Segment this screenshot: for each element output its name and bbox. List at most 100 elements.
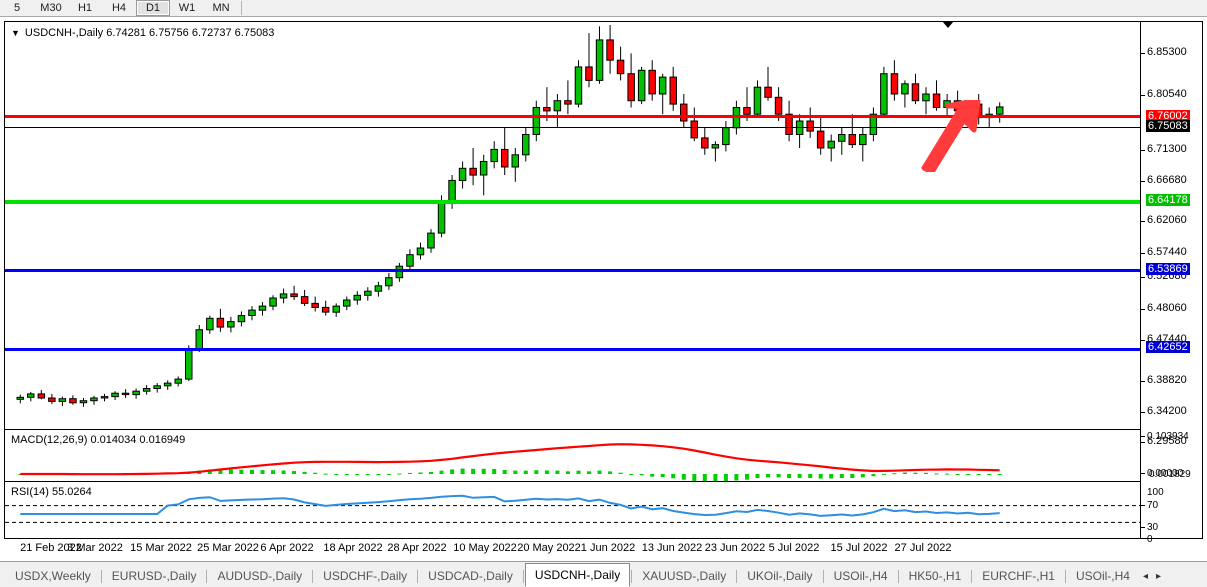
pane-divider-macd-rsi: [5, 481, 1140, 482]
date-axis-label: 27 Jul 2022: [894, 542, 952, 554]
date-axis[interactable]: 21 Feb 2022 3 Mar 2022 15 Mar 2022 25 Mar 2…: [4, 540, 1203, 560]
chart-tab-hk50-h1[interactable]: HK50-,H1: [908, 569, 962, 583]
level-line-blue-1[interactable]: [5, 269, 1140, 272]
price-tick: [1141, 340, 1145, 341]
timeframe-button-h4[interactable]: H4: [111, 2, 127, 14]
chart-tab-eurchf-h1[interactable]: EURCHF-,H1: [982, 569, 1055, 583]
price-tick-label: 6.62060: [1147, 214, 1187, 226]
last-price-tag[interactable]: 6.75083: [1146, 120, 1190, 132]
chart-tab-usoil-h4[interactable]: USOil-,H4: [1075, 569, 1130, 583]
date-axis-label: 15 Mar 2022: [130, 542, 192, 554]
tab-divider: [100, 570, 102, 583]
macd-scale-label-signal: 0.001829: [1149, 469, 1191, 480]
date-axis-label: 25 Mar 2022: [197, 542, 259, 554]
resistance-price-tag[interactable]: 6.76002: [1146, 110, 1190, 122]
chart-legend-text: USDCNH-,Daily 6.74281 6.75756 6.72737 6.…: [24, 27, 275, 39]
tab-divider: [631, 570, 633, 583]
chart-tab-usdcnh-daily[interactable]: USDCNH-,Daily: [524, 563, 631, 587]
date-axis-label: 1 Jun 2022: [580, 542, 636, 554]
macd-series: [18, 443, 1002, 482]
price-tick: [1141, 253, 1145, 254]
date-axis-label: 5 Jul 2022: [768, 542, 820, 554]
price-tick-label: 6.66680: [1147, 174, 1187, 186]
chevron-down-icon[interactable]: ▼: [11, 28, 20, 38]
price-scale[interactable]: 0.103934 0.00000 0.001829 100 70 30 0 6.…: [1141, 22, 1202, 545]
date-axis-label: 20 May 2022: [517, 542, 581, 554]
timeframe-button-d1[interactable]: D1: [136, 0, 170, 16]
pane-gap-1: [5, 430, 1140, 431]
chart-tab-xauusd-daily[interactable]: XAUUSD-,Daily: [642, 569, 727, 583]
price-tick: [1141, 53, 1145, 54]
support-line-green[interactable]: [5, 200, 1140, 204]
price-tick: [1141, 442, 1145, 443]
timeframe-button-mn[interactable]: MN: [212, 2, 230, 14]
chart-tab-ukoil-daily[interactable]: UKOil-,Daily: [747, 569, 813, 583]
rsi-scale-label-70: 70: [1147, 500, 1159, 511]
date-axis-label: 3 Mar 2022: [67, 542, 123, 554]
timeframe-button-w1[interactable]: W1: [178, 2, 196, 14]
tab-scroll-left-icon[interactable]: ◂: [1142, 571, 1148, 582]
macd-pane[interactable]: MACD(12,26,9) 0.014034 0.016949: [5, 431, 1140, 482]
price-tick: [1141, 181, 1145, 182]
pane-divider-price-macd: [5, 429, 1140, 430]
tab-divider: [522, 570, 524, 583]
timeframe-toolbar: 5 M30 H1 H4 D1 W1 MN: [0, 0, 1207, 17]
support-green-price-tag[interactable]: 6.64178: [1146, 194, 1190, 206]
chart-tab-eurusd-daily[interactable]: EURUSD-,Daily: [111, 569, 197, 583]
price-tick: [1141, 150, 1145, 151]
date-axis-label: 15 Jul 2022: [830, 542, 888, 554]
price-tick-label: 6.48060: [1147, 302, 1187, 314]
timeframe-button-m30[interactable]: M30: [40, 2, 62, 14]
rsi-tick-30: [1141, 527, 1145, 528]
last-price-line: [5, 127, 1140, 128]
period-separator-marker-icon: [941, 21, 954, 28]
chart-tab-usdcad-daily[interactable]: USDCAD-,Daily: [428, 569, 513, 583]
price-tick-label: 6.38820: [1147, 374, 1187, 386]
macd-scale-label-zero: 0.00000: [1147, 468, 1184, 479]
price-tick-label: 6.47440: [1147, 333, 1187, 345]
level-line-blue-2[interactable]: [5, 348, 1140, 351]
date-axis-label: 28 Apr 2022: [387, 542, 447, 554]
rsi-pane[interactable]: RSI(14) 55.0264: [5, 483, 1140, 539]
price-chart-pane[interactable]: ▼ USDCNH-,Daily 6.74281 6.75756 6.72737 …: [5, 22, 1140, 430]
chart-tab-usdx-weekly[interactable]: USDX,Weekly: [15, 569, 91, 583]
price-tick: [1141, 221, 1145, 222]
level-blue-2-price-tag[interactable]: 6.42652: [1146, 341, 1190, 353]
chart-tab-audusd-daily[interactable]: AUDUSD-,Daily: [217, 569, 303, 583]
timeframe-button-5[interactable]: 5: [13, 2, 21, 14]
timeframe-button-h1[interactable]: H1: [77, 2, 93, 14]
bullish-arrow-annotation[interactable]: [920, 100, 1000, 172]
price-tick: [1141, 309, 1145, 310]
price-tick-label: 6.34200: [1147, 405, 1187, 417]
tab-scroll-right-icon[interactable]: ▸: [1155, 571, 1162, 582]
price-tick-label: 6.85300: [1147, 46, 1187, 58]
price-tick-label: 6.80540: [1147, 88, 1187, 100]
price-tick: [1141, 412, 1145, 413]
rsi-scale-label-100: 100: [1147, 487, 1164, 498]
chart-tab-usoil-h4[interactable]: USOil-,H4: [833, 569, 888, 583]
level-blue-1-price-tag[interactable]: 6.53869: [1146, 263, 1190, 275]
macd-tick-top: [1141, 436, 1145, 437]
tab-divider: [312, 570, 314, 583]
date-axis-label: 13 Jun 2022: [641, 542, 703, 554]
chart-tab-usdchf-daily[interactable]: USDCHF-,Daily: [323, 569, 408, 583]
chart-tab-bar: USDX,Weekly EURUSD-,Daily AUDUSD-,Daily USD…: [0, 561, 1207, 587]
tab-divider: [417, 570, 419, 583]
candlestick-series: [16, 25, 1004, 407]
date-axis-label: 23 Jun 2022: [704, 542, 766, 554]
macd-scale-label-max: 0.103934: [1147, 431, 1189, 442]
chart-frame[interactable]: ▼ USDCNH-,Daily 6.74281 6.75756 6.72737 …: [4, 21, 1203, 545]
macd-tick-zero: [1141, 473, 1145, 474]
tab-divider: [736, 570, 738, 583]
date-axis-label: 18 Apr 2022: [323, 542, 383, 554]
price-tick-label: 6.71300: [1147, 143, 1187, 155]
date-axis-label: 10 May 2022: [453, 542, 517, 554]
chart-symbol-legend: ▼ USDCNH-,Daily 6.74281 6.75756 6.72737 …: [11, 27, 274, 39]
date-axis-label: 21 Feb 2022: [20, 542, 82, 554]
resistance-line[interactable]: [5, 115, 1140, 118]
rsi-scale-label-30: 30: [1147, 522, 1159, 533]
rsi-title: RSI(14) 55.0264: [11, 486, 92, 498]
pane-gap-2: [5, 482, 1140, 483]
price-tick-label: 6.52680: [1147, 270, 1187, 282]
